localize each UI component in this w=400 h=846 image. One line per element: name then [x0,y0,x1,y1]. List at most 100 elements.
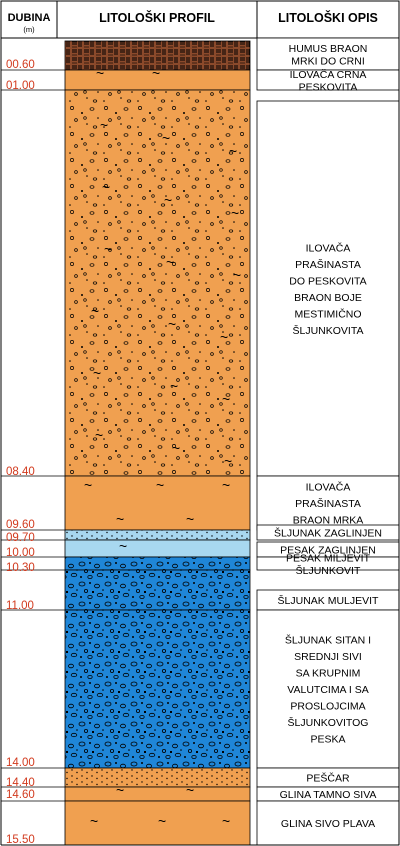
layer-description-line: PROSLOJCIMA [290,701,365,713]
layer-fill [64,40,251,71]
clay-tilde-icon: ~ [116,782,124,798]
depth-label: 10.30 [6,562,35,574]
clay-tilde-icon: ~ [220,329,228,345]
description-cell [256,609,400,769]
layer-description-line: ŠLJUNKOVITA [293,324,364,337]
layer-description-line: ŠLJUNKOVITOG [288,716,369,729]
layer-description-line: PRAŠINASTA [295,497,361,510]
sand-dots [65,768,250,787]
layer-description-line: BRAON MRKA [293,515,364,527]
clay-tilde-icon: ~ [116,511,124,527]
clay-tilde-icon: ~ [119,538,127,554]
clay-tilde-icon: ~ [222,391,230,407]
profile-column-title: LITOLOŠKI PROFIL [99,10,215,25]
clay-tilde-icon: ~ [158,813,166,829]
depth-label: 14.00 [6,757,35,769]
clay-tilde-icon: ~ [84,477,92,493]
layer-description-line: BRAON BOJE [294,292,362,304]
description-column-title: LITOLOŠKI OPIS [278,10,378,25]
clay-tilde-icon: ~ [166,254,174,270]
clay-tilde-icon: ~ [224,453,232,469]
layer-description-line: PESKA [310,734,345,746]
clay-tilde-icon: ~ [222,477,230,493]
clay-tilde-icon: ~ [231,205,239,221]
depth-label: 09.60 [6,519,35,531]
sand-dots [65,530,250,540]
depth-label: 11.00 [6,600,34,612]
layer-description-line: HUMUS BRAON [289,43,368,55]
layer-10: PEŠČAR 14.40 [1,767,400,789]
clay-tilde-icon: ~ [156,477,164,493]
layer-fill [64,556,251,571]
clay-tilde-icon: ~ [93,365,101,381]
layer-description-line: ŠLJUNAK MULJEVIT [278,594,380,607]
layer-description-line: ŠLJUNKOVIT [296,564,361,577]
layer-fill [64,609,251,769]
layer-description-line: PESKOVITA [299,81,358,93]
layer-6: ~ PESAK ZAGLINJEN 10.00 [1,538,400,559]
clay-tilde-icon: ~ [186,782,194,798]
layer-description-line: SREDNJI SIVI [294,651,362,663]
layer-description-line: PRAŠINASTA [295,258,361,271]
layer-description-line: ILOVAČA [306,481,351,494]
description-cell [256,100,400,477]
depth-label: 14.60 [6,789,35,801]
layer-4: ~ ~ ~ ~ ~ ILOVAČA PRAŠINASTA BRAON MRKA 09.60 [1,475,400,531]
layer-5: ŠLJUNAK ZAGLINJEN 09.70 [1,524,400,544]
layer-description-line: VALUTCIMA I SA [287,684,369,696]
clay-tilde-icon: ~ [186,511,194,527]
clay-tilde-icon: ~ [172,440,180,456]
depth-label: 09.70 [6,532,35,544]
clay-tilde-icon: ~ [152,65,160,81]
layer-description-line: MRKI DO CRNI [291,55,365,67]
clay-tilde-icon: ~ [90,813,98,829]
depth-label: 01.00 [6,80,35,92]
depth-label: 08.40 [6,466,35,478]
layer-description-line: DO PESKOVITA [289,275,366,287]
clay-tilde-icon: ~ [168,316,176,332]
layer-fill [64,89,251,477]
layer-description-line: PESAK MILJEVIT [286,552,371,564]
depth-label: 14.40 [6,777,35,789]
layer-8: ŠLJUNAK MULJEVIT 11.00 [1,569,400,612]
clay-tilde-icon: ~ [233,267,241,283]
layer-description-line: GLINA TAMNO SIVA [280,789,377,801]
clay-tilde-icon: ~ [229,143,237,159]
clay-tilde-icon: ~ [170,378,178,394]
layer-11: ~ ~ GLINA TAMNO SIVA 14.60 [1,782,400,802]
layer-description-line: ILOVAČA [306,241,351,254]
layer-12: ~ ~ ~ GLINA SIVO PLAVA 15.50 [1,800,400,846]
layer-description-line: ŠLJUNAK ZAGLINJEN [274,527,382,540]
layer-description-line: PEŠČAR [306,772,350,785]
layer-3: ~ ~ ~ ~ ~ ~ ~ ~ ~ ~ ~ ~ ~ ~ ~ ~ ~ ~ ILOVAČA PRAŠINASTA DO PE… [1,89,400,478]
layer-description-line: MESTIMIČNO [294,307,361,320]
layer-fill [64,475,251,531]
layer-9: ŠLJUNAK SITAN I SREDNJI SIVI SA KRUPNIM VAL… [1,609,400,769]
clay-tilde-icon: ~ [96,65,104,81]
clay-tilde-icon: ~ [100,117,108,133]
clay-tilde-icon: ~ [102,179,110,195]
depth-label: 15.50 [6,834,35,846]
layer-description-line: ILOVAČA CRNA [290,68,367,81]
layer-fill [64,786,251,802]
layer-fill [64,569,251,611]
clay-tilde-icon: ~ [162,130,170,146]
clay-tilde-icon: ~ [104,241,112,257]
clay-tilde-icon: ~ [91,303,99,319]
layer-description-line: SA KRUPNIM [296,668,361,680]
layer-description-line: GLINA SIVO PLAVA [281,818,375,830]
clay-tilde-icon: ~ [222,813,230,829]
layer-fill [64,539,251,558]
layer-description-line: ŠLJUNAK SITAN I [285,634,371,647]
depth-label: 00.60 [6,59,35,71]
description-cell [256,37,400,71]
depth-unit: (m) [23,25,35,34]
description-cell [256,800,400,846]
layer-description-line: PESAK ZAGLINJEN [280,545,376,557]
clay-tilde-icon: ~ [95,427,103,443]
